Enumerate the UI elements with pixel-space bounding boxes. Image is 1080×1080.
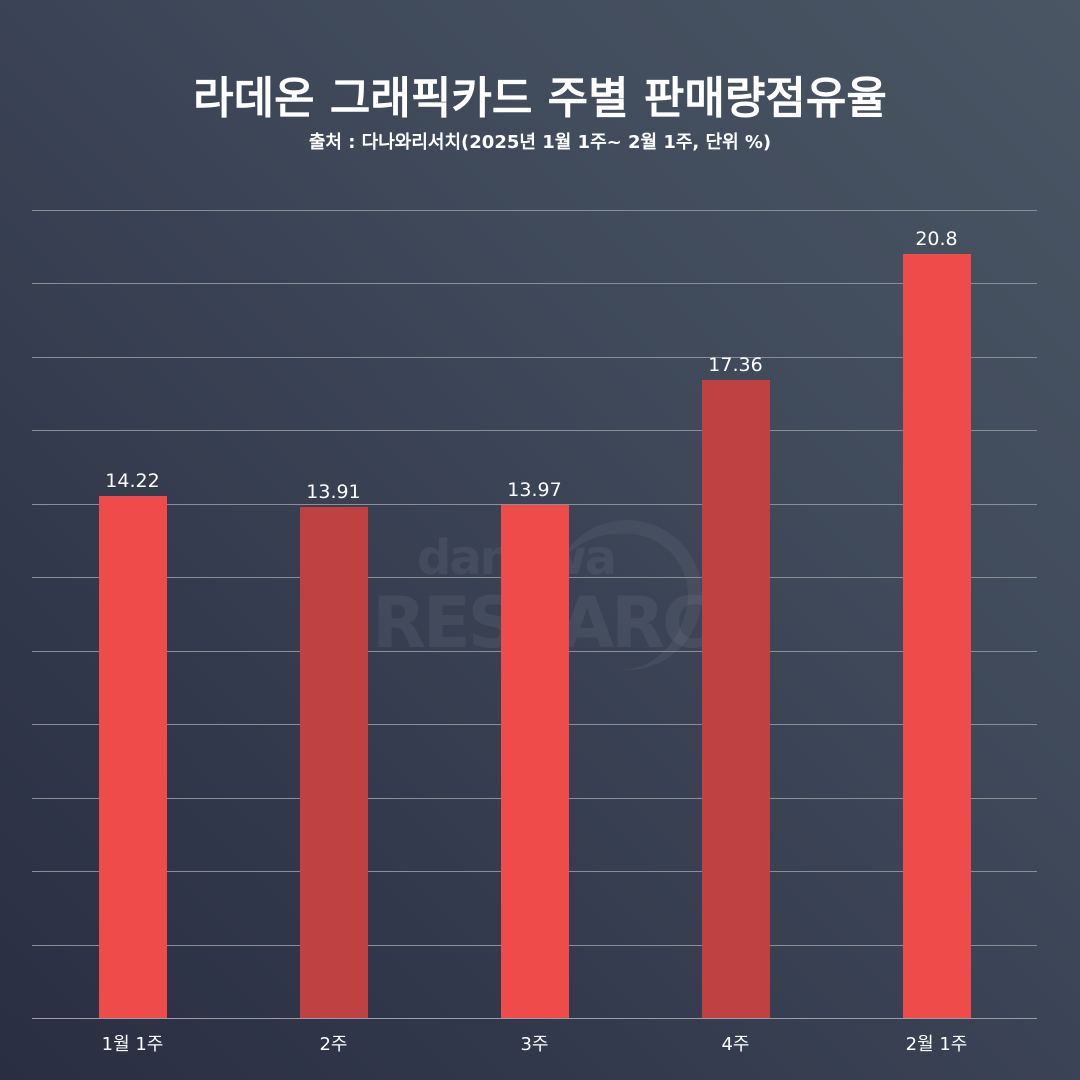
bar	[902, 254, 971, 1018]
bar	[98, 495, 167, 1018]
bar	[701, 380, 770, 1018]
chart-subtitle: 출처 : 다나와리서치(2025년 1월 1주~ 2월 1주, 단위 %)	[308, 132, 772, 153]
gridline	[32, 503, 1037, 505]
x-axis-label: 4주	[721, 1034, 750, 1055]
bar-value-label: 17.36	[708, 354, 763, 377]
bar	[500, 504, 569, 1018]
bar-value-label: 14.22	[105, 469, 160, 492]
bar-group: 13.97	[500, 210, 569, 1018]
bar-group: 20.8	[902, 210, 971, 1018]
bar-group: 14.22	[98, 210, 167, 1018]
bar-value-label: 20.8	[915, 228, 958, 251]
bar-group: 17.36	[701, 210, 770, 1018]
plot-area: 14.22 13.91 13.97 17.36 20.8	[32, 210, 1037, 1019]
gridline	[32, 283, 1037, 285]
bar-value-label: 13.97	[507, 478, 562, 501]
x-axis-label: 2주	[319, 1034, 348, 1055]
gridline	[32, 356, 1037, 358]
x-axis-label: 3주	[520, 1034, 549, 1055]
x-axis-label: 1월 1주	[101, 1034, 164, 1055]
bar	[299, 507, 368, 1018]
gridline	[32, 430, 1037, 432]
chart-title: 라데온 그래픽카드 주별 판매량점유율	[193, 73, 887, 124]
x-axis-baseline	[32, 1018, 1037, 1019]
bar-value-label: 13.91	[306, 481, 361, 504]
x-axis-label: 2월 1주	[905, 1034, 968, 1055]
gridline	[32, 210, 1037, 211]
bar-group: 13.91	[299, 210, 368, 1018]
